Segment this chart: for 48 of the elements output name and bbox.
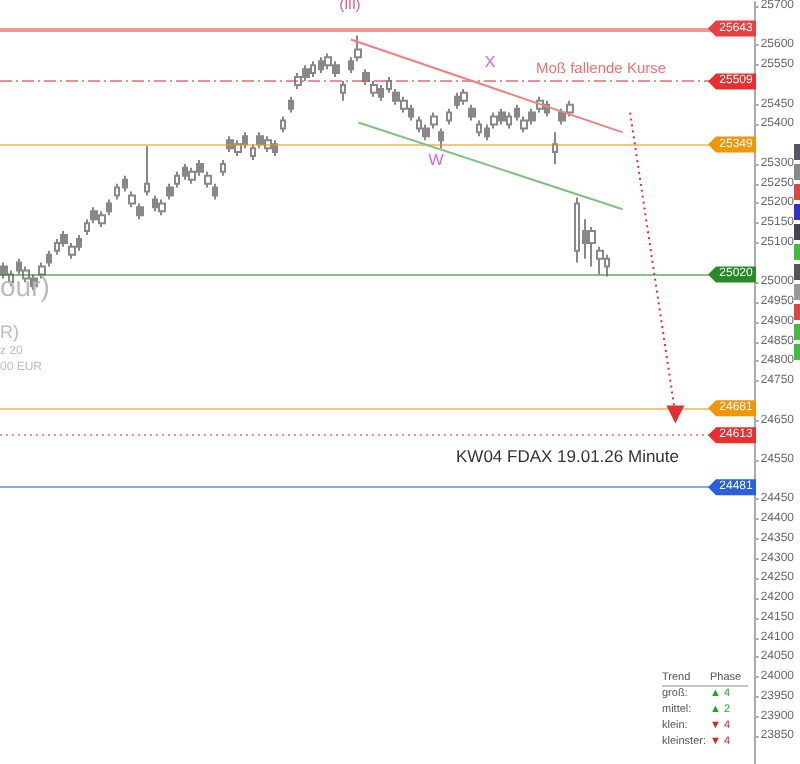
candlestick [16,257,22,276]
candlestick [438,127,444,150]
candlestick [588,226,596,268]
annotation: W [428,151,445,169]
candlestick [288,95,294,114]
candlestick [264,135,272,154]
candlestick [144,145,150,197]
candlestick [566,99,574,118]
candlestick [324,52,332,71]
candlestick [318,56,324,75]
annotation: X [484,53,497,71]
candlestick [158,198,166,217]
candlestick [332,60,340,79]
annotation: our) [0,270,50,302]
candlestick [460,87,468,106]
candlestick [272,139,278,158]
candlestick [408,103,414,122]
candlestick [596,245,604,276]
candlestick [226,135,234,154]
candlestick [446,107,452,126]
candlestick [340,80,346,102]
candlestick [604,253,610,278]
candlestick [234,139,242,158]
candlestick [54,237,60,256]
candlestick [552,131,558,165]
candlestick [220,158,226,177]
candlestick [152,194,158,213]
candlestick [454,91,460,110]
candlestick [294,72,302,90]
candlestick [574,196,580,264]
candlestick [242,131,248,150]
candlestick [188,166,196,185]
candlestick [506,111,512,130]
annotation: R) [0,322,19,342]
candlestick [416,115,422,134]
annotation: KW04 FDAX 19.01.26 Minute [456,446,680,466]
candlestick [400,95,408,114]
candlestick [114,182,120,201]
candlestick [122,174,128,193]
candlestick [310,60,316,79]
candlestick [468,103,476,122]
candlestick [280,115,286,134]
candlestick [476,119,482,138]
candlestick [76,233,82,252]
candlestick [182,162,188,181]
candlestick [498,107,506,126]
candlestick [302,64,310,83]
candlestick [378,83,384,102]
